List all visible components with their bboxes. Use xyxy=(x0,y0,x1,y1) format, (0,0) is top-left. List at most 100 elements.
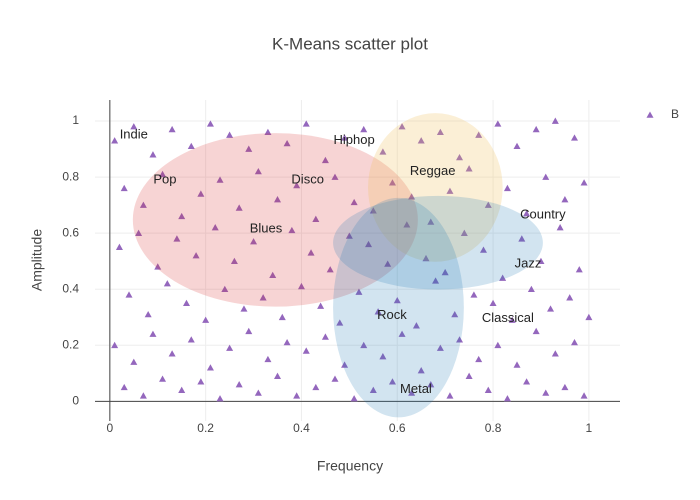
point xyxy=(513,361,521,368)
point xyxy=(254,167,262,175)
point xyxy=(523,378,531,385)
point xyxy=(125,291,133,298)
legend-label: B xyxy=(671,107,679,121)
point xyxy=(345,232,353,239)
point xyxy=(513,142,521,150)
point xyxy=(451,310,459,318)
point xyxy=(408,193,416,200)
point xyxy=(365,240,373,248)
point xyxy=(269,271,277,279)
point xyxy=(197,378,205,385)
point xyxy=(360,125,368,133)
point xyxy=(321,156,329,164)
cluster-label: Disco xyxy=(291,171,324,186)
y-tick-label: 0.6 xyxy=(62,225,79,239)
y-tick-label: 0.8 xyxy=(62,169,79,183)
point xyxy=(585,313,593,321)
point xyxy=(360,341,368,349)
point xyxy=(518,235,526,242)
point xyxy=(144,310,152,318)
point xyxy=(494,120,502,127)
point xyxy=(226,131,234,138)
point xyxy=(274,196,282,203)
point xyxy=(168,125,176,133)
point xyxy=(307,249,315,256)
point xyxy=(570,134,578,141)
point xyxy=(417,137,425,144)
point xyxy=(341,134,349,141)
point xyxy=(120,383,128,391)
point xyxy=(479,246,487,253)
point xyxy=(206,364,214,371)
point xyxy=(264,355,272,363)
point xyxy=(283,139,291,147)
x-axis-label: Frequency xyxy=(317,458,383,474)
point xyxy=(178,212,186,220)
point xyxy=(159,170,167,178)
point xyxy=(297,282,305,290)
cluster-label: Blues xyxy=(250,220,283,235)
point xyxy=(374,308,382,315)
point xyxy=(331,173,339,180)
point xyxy=(149,330,157,337)
point xyxy=(527,285,535,293)
point xyxy=(436,344,444,351)
point xyxy=(250,238,258,245)
cluster-label: Hiphop xyxy=(334,132,375,147)
point xyxy=(139,201,147,208)
point xyxy=(187,142,195,150)
point xyxy=(336,319,344,326)
point xyxy=(379,148,387,155)
y-tick-label: 0.2 xyxy=(62,337,79,351)
point xyxy=(446,392,454,399)
point xyxy=(139,392,147,399)
point xyxy=(561,383,569,391)
point xyxy=(355,288,363,295)
point xyxy=(465,165,473,172)
point xyxy=(570,339,578,346)
point xyxy=(235,204,243,211)
x-tick-label: 0.4 xyxy=(293,421,310,435)
point xyxy=(163,280,171,287)
point xyxy=(460,229,468,236)
point xyxy=(427,218,435,225)
point xyxy=(398,123,406,130)
point xyxy=(446,187,454,194)
x-tick-label: 1 xyxy=(586,421,593,435)
point xyxy=(379,353,387,360)
x-tick-label: 0.6 xyxy=(389,421,406,435)
point xyxy=(135,229,143,236)
point xyxy=(254,389,262,396)
point xyxy=(503,395,511,402)
point xyxy=(369,207,377,214)
point xyxy=(197,190,205,197)
point xyxy=(575,266,583,273)
point xyxy=(551,117,559,124)
point xyxy=(120,184,128,192)
point xyxy=(484,201,492,208)
point xyxy=(278,313,286,321)
point xyxy=(523,210,531,217)
point xyxy=(187,336,195,343)
point xyxy=(456,336,464,343)
point xyxy=(542,389,550,396)
point xyxy=(312,383,320,391)
point xyxy=(508,316,516,323)
point xyxy=(331,375,339,382)
point xyxy=(556,224,564,231)
point xyxy=(465,372,473,379)
point xyxy=(206,120,214,127)
point xyxy=(494,341,502,349)
point xyxy=(288,226,296,234)
point xyxy=(302,120,310,127)
point xyxy=(503,184,511,192)
point xyxy=(226,344,234,351)
point xyxy=(168,350,176,357)
point xyxy=(369,386,377,393)
point xyxy=(159,375,167,382)
point xyxy=(326,266,334,273)
point xyxy=(542,173,550,180)
point xyxy=(384,260,392,267)
point xyxy=(240,305,248,312)
point xyxy=(532,327,540,335)
